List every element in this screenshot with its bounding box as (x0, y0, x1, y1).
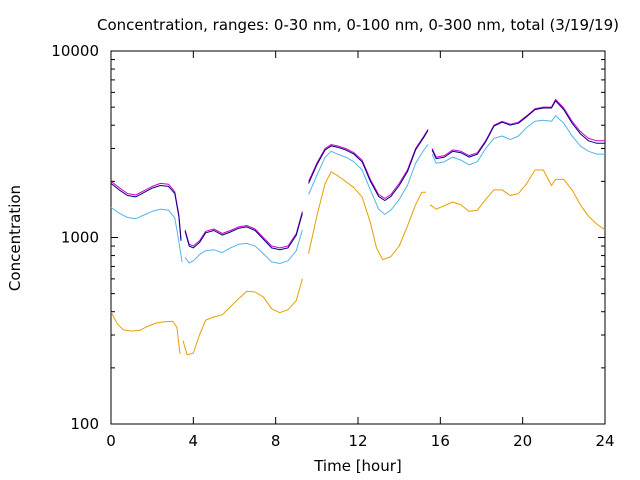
series-layer (110, 98, 606, 356)
series-4-line-segment-1 (110, 183, 182, 241)
x-tick-label: 16 (431, 432, 450, 450)
x-tick-label: 8 (271, 432, 281, 450)
x-tick-label: 0 (106, 432, 116, 450)
axis-ticks: 0 4 8 12 16 20 24 100 1000 10000 (51, 42, 614, 450)
series-4-line-segment-4 (431, 100, 605, 160)
y-tick-label: 100 (70, 415, 99, 433)
series-2-line-segment-3 (308, 144, 429, 215)
y-axis-label: Concentration (6, 185, 24, 291)
series-3-line-segment-4 (431, 98, 605, 158)
x-tick-label: 12 (348, 432, 367, 450)
series-3-line-segment-1 (110, 181, 182, 240)
y-tick-label: 10000 (51, 42, 99, 60)
series-1-line-segment-2 (182, 278, 303, 356)
x-tick-label: 20 (513, 432, 532, 450)
x-axis-label: Time [hour] (313, 457, 402, 475)
series-1-line-segment-3 (308, 171, 426, 261)
x-tick-label: 24 (595, 432, 614, 450)
series-1-line-segment-4 (429, 169, 606, 231)
series-3-line-segment-3 (308, 129, 429, 199)
x-tick-label: 4 (189, 432, 199, 450)
y-tick-label: 1000 (61, 229, 99, 247)
plot-frame (110, 50, 606, 425)
series-4-line-segment-3 (308, 130, 429, 201)
series-1-line-segment-1 (110, 311, 181, 354)
series-2-line-segment-2 (184, 229, 303, 264)
series-3-line-segment-2 (184, 211, 303, 249)
series-4-line-segment-2 (184, 213, 303, 251)
series-2-line-segment-1 (110, 206, 183, 262)
series-2-line-segment-4 (431, 115, 605, 166)
chart-title: Concentration, ranges: 0-30 nm, 0-100 nm… (97, 16, 619, 34)
